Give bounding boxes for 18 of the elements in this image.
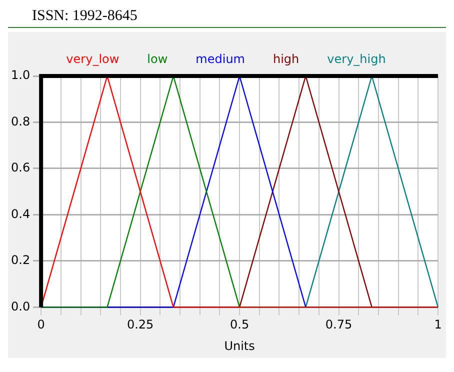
y-tick-label: 0.4 bbox=[10, 206, 30, 221]
series-label: medium bbox=[196, 52, 245, 66]
series-label: low bbox=[147, 52, 168, 66]
y-tick-label: 0.2 bbox=[10, 253, 30, 268]
y-tick-label: 0.0 bbox=[10, 299, 30, 314]
y-tick-label: 1.0 bbox=[10, 68, 30, 82]
x-tick-label: 0.5 bbox=[230, 318, 250, 332]
series-label: high bbox=[272, 52, 300, 66]
x-tick-label: 0.25 bbox=[126, 318, 154, 332]
series-label: very_low bbox=[66, 52, 120, 66]
y-tick-label: 0.8 bbox=[10, 114, 30, 128]
series-label: very_high bbox=[327, 52, 386, 66]
x-tick-label: 0.75 bbox=[325, 318, 352, 332]
text: ISSN: 1992-8645 bbox=[8, 8, 446, 28]
x-tick-label: 0 bbox=[37, 318, 45, 332]
y-tick-label: 0.6 bbox=[10, 160, 30, 175]
x-tick-label: 1 bbox=[434, 318, 442, 332]
x-axis-title: Units bbox=[224, 338, 255, 353]
